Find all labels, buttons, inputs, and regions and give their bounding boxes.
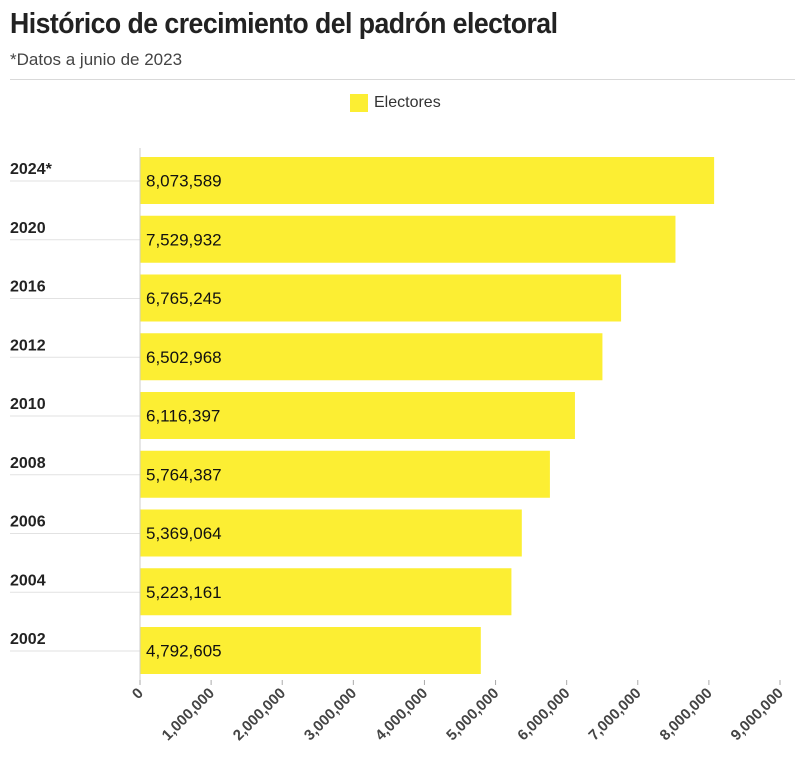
x-tick-label: 1,000,000 [159,685,218,744]
bar-2002 [140,627,481,674]
x-tick-label: 0 [129,685,147,703]
x-tick-label: 2,000,000 [230,685,289,744]
bar-2012 [140,333,603,381]
x-tick-label: 4,000,000 [372,685,431,744]
category-label: 2016 [10,279,46,296]
bar-value-label: 4,792,605 [146,642,222,661]
header-divider [10,79,795,80]
x-tick-label: 6,000,000 [514,685,573,744]
bar-value-label: 5,764,387 [146,465,222,484]
legend-swatch [350,94,368,112]
bar-value-label: 6,765,245 [146,289,222,308]
bar-value-label: 5,369,064 [146,524,222,543]
category-label: 2012 [10,337,46,354]
bar-value-label: 6,116,397 [146,407,220,426]
chart-legend: Electores [350,94,441,112]
bar-value-label: 6,502,968 [146,348,222,367]
bar-2008 [140,450,550,498]
category-label: 2004 [10,572,46,589]
bar-value-label: 8,073,589 [146,172,222,191]
legend-label: Electores [374,94,441,111]
category-label: 2020 [10,220,46,237]
bar-value-label: 7,529,932 [146,230,222,249]
bar-value-label: 5,223,161 [146,583,222,602]
x-tick-label: 5,000,000 [443,685,502,744]
bar-2020 [140,215,676,263]
x-tick-label: 9,000,000 [728,685,787,744]
category-label: 2002 [10,631,46,648]
category-label: 2008 [10,455,46,472]
x-tick-label: 8,000,000 [657,685,716,744]
bar-2016 [140,274,622,322]
chart-title: Histórico de crecimiento del padrón elec… [10,8,558,40]
bar-2006 [140,509,522,557]
category-label: 2024* [10,161,53,178]
x-tick-label: 7,000,000 [585,685,644,744]
bar-2024 [140,157,715,204]
x-tick-label: 3,000,000 [301,685,360,744]
bar-2010 [140,392,575,439]
category-label: 2006 [10,514,46,531]
category-label: 2010 [10,396,46,413]
bar-2004 [140,568,512,616]
chart-subtitle: *Datos a junio de 2023 [10,50,183,69]
